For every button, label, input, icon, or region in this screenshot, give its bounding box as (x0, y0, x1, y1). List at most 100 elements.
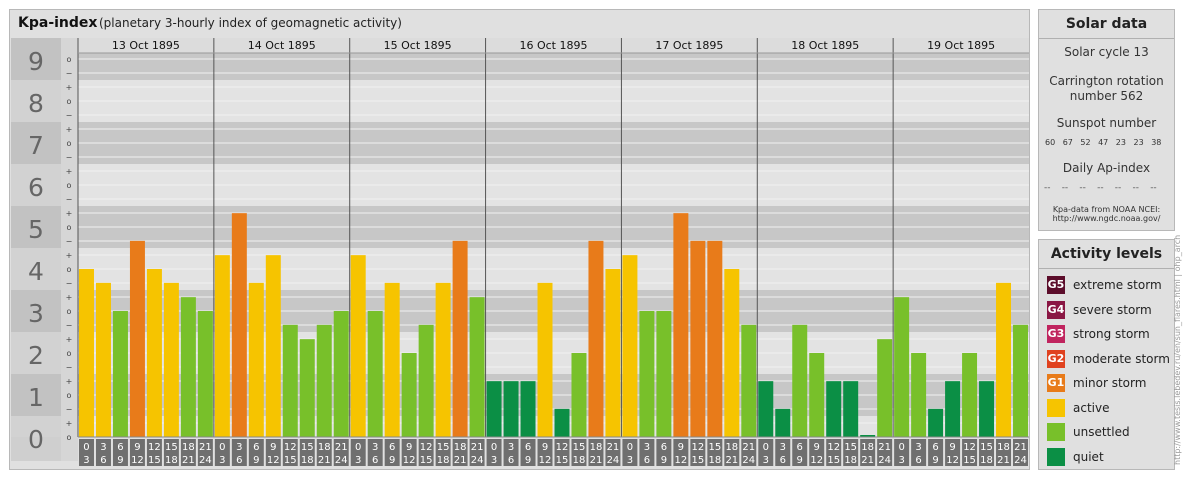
level-swatch: G4 (1047, 300, 1065, 319)
y-subtick-label: − (66, 153, 73, 162)
copyright-text: http://www.tesis.lebedev.ru/en/sun_flare… (1173, 235, 1182, 465)
interval-cell (758, 439, 774, 466)
y-tick-label: 1 (28, 383, 44, 412)
level-label: active (1073, 400, 1110, 415)
y-subtick-label: − (66, 279, 73, 288)
day-label: 14 Oct 1895 (248, 39, 316, 52)
y-subtick-label: o (67, 307, 72, 316)
kpa-bar (826, 381, 842, 437)
interval-start-label: 18 (454, 442, 467, 453)
interval-start-label: 18 (861, 442, 874, 453)
y-subtick-label: o (67, 55, 72, 64)
interval-cell (605, 439, 621, 466)
ap-value: -- (1079, 183, 1086, 193)
kpa-bar (537, 282, 553, 437)
y-tick-label: 3 (28, 299, 44, 328)
interval-end-label: 3 (898, 455, 904, 466)
interval-start-label: 3 (236, 442, 242, 453)
interval-cell (401, 439, 417, 466)
interval-start-label: 15 (708, 442, 721, 453)
interval-end-label: 3 (355, 455, 361, 466)
day-label: 17 Oct 1895 (655, 39, 723, 52)
interval-start-label: 21 (742, 442, 755, 453)
interval-start-label: 0 (491, 442, 497, 453)
kpa-bar (894, 297, 910, 437)
ap-value: -- (1132, 183, 1140, 193)
chart-title: Kpa-index (18, 15, 98, 31)
ap-value: -- (1061, 183, 1069, 193)
grid-band (78, 416, 1029, 437)
interval-start-label: 18 (590, 442, 603, 453)
kpa-bar (367, 311, 383, 437)
interval-end-label: 12 (131, 455, 144, 466)
interval-end-label: 21 (861, 455, 874, 466)
interval-cell (1013, 439, 1028, 466)
sunspot-value: 52 (1080, 138, 1091, 147)
kpa-bar (435, 282, 451, 437)
interval-cell (282, 439, 298, 466)
y-tick-label: 5 (28, 215, 44, 244)
y-subtick-label: o (67, 97, 72, 106)
activity-levels-title: Activity levels (1050, 246, 1163, 262)
day-header-band (78, 38, 1029, 53)
interval-cell (486, 439, 502, 466)
day-label: 15 Oct 1895 (384, 39, 452, 52)
interval-start-label: 3 (780, 442, 786, 453)
interval-cell (979, 439, 995, 466)
y-tick-label: 2 (28, 341, 44, 370)
y-axis-cell (11, 206, 61, 248)
interval-start-label: 3 (372, 442, 378, 453)
interval-cell (792, 439, 808, 466)
interval-end-label: 21 (997, 455, 1010, 466)
sunspot-value: 23 (1133, 138, 1144, 147)
interval-end-label: 18 (437, 455, 450, 466)
interval-start-label: 6 (117, 442, 123, 453)
y-subtick-label: o (67, 391, 72, 400)
interval-start-label: 6 (797, 442, 803, 453)
interval-start-label: 3 (100, 442, 106, 453)
sunspot-value: 38 (1151, 138, 1162, 147)
interval-end-label: 12 (539, 455, 552, 466)
sunspot-value: 47 (1098, 138, 1109, 147)
interval-start-label: 9 (678, 442, 684, 453)
interval-start-label: 3 (915, 442, 921, 453)
interval-end-label: 15 (556, 455, 569, 466)
interval-start-label: 9 (814, 442, 820, 453)
interval-end-label: 12 (267, 455, 280, 466)
interval-cell (265, 439, 281, 466)
ap-value: -- (1114, 183, 1122, 193)
source-url: http://www.ngdc.noaa.gov/ (1052, 214, 1161, 223)
kpa-bar (758, 381, 774, 437)
interval-end-label: 6 (780, 455, 786, 466)
interval-cell (945, 439, 961, 466)
interval-cell (333, 439, 349, 466)
sunspot-value: 23 (1115, 138, 1126, 147)
kpa-bar (741, 324, 757, 437)
interval-cell (894, 439, 910, 466)
interval-cell (180, 439, 196, 466)
day-label: 13 Oct 1895 (112, 39, 180, 52)
kpa-bar (503, 381, 519, 437)
kpa-bar (554, 408, 570, 437)
y-tick-label: 7 (28, 131, 44, 160)
interval-cell (248, 439, 264, 466)
ap-value: -- (1044, 183, 1051, 193)
interval-end-label: 24 (335, 455, 348, 466)
divider (1039, 268, 1174, 269)
interval-end-label: 24 (1014, 455, 1027, 466)
interval-start-label: 21 (335, 442, 348, 453)
interval-end-label: 21 (182, 455, 195, 466)
y-subtick-label: + (66, 377, 73, 386)
kpa-bar (622, 255, 638, 437)
kpa-bar (95, 282, 111, 437)
kpa-bar (282, 324, 298, 437)
level-label: minor storm (1073, 376, 1147, 390)
kpa-bar (197, 311, 213, 437)
interval-start-label: 6 (932, 442, 938, 453)
interval-cell (860, 439, 876, 466)
kpa-bar (605, 269, 621, 437)
interval-end-label: 3 (219, 455, 225, 466)
interval-end-label: 18 (573, 455, 586, 466)
interval-start-label: 9 (270, 442, 276, 453)
kpa-bar (316, 324, 332, 437)
